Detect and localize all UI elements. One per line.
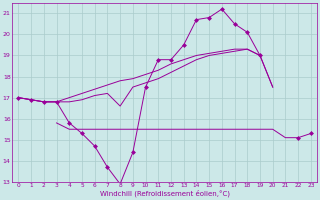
X-axis label: Windchill (Refroidissement éolien,°C): Windchill (Refroidissement éolien,°C) [100,190,230,197]
